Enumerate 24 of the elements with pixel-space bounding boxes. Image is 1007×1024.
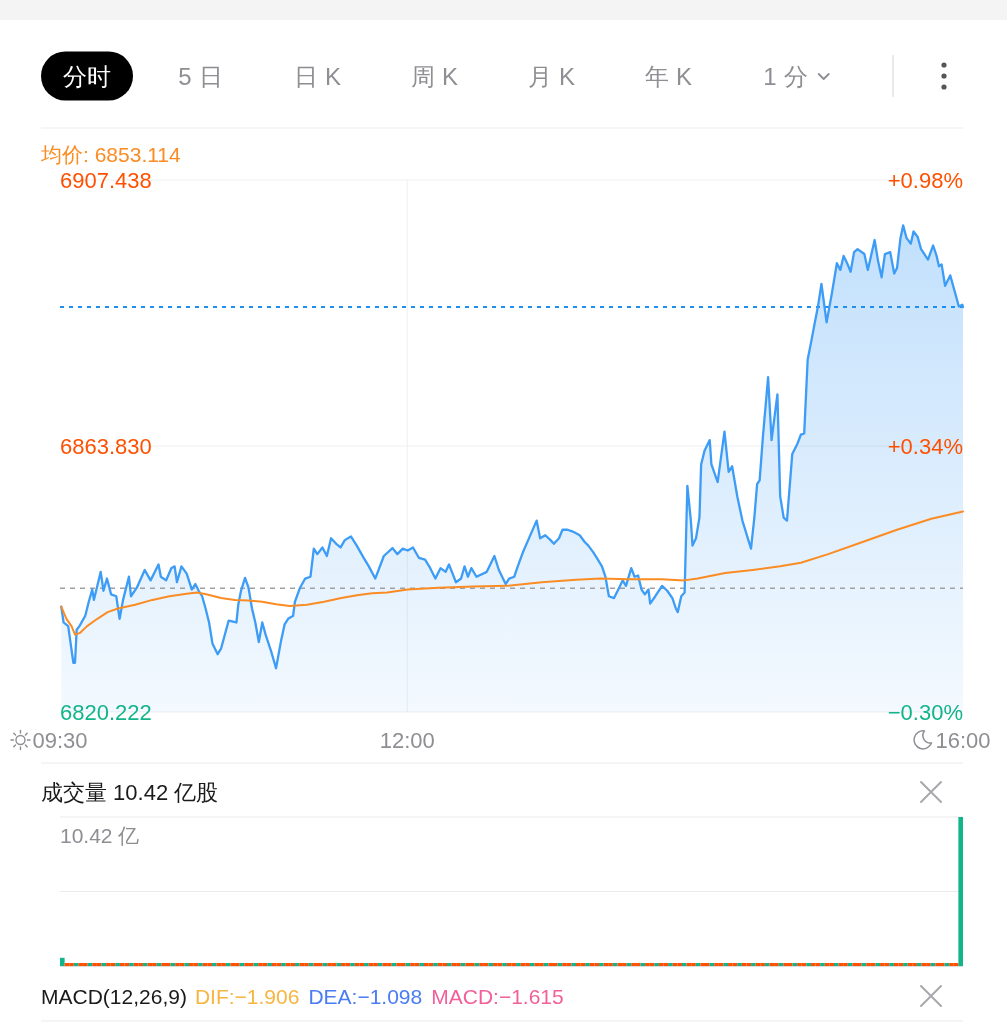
y2-tick-label: +0.98% (887, 167, 963, 193)
text: DIF:−1.906 (194, 984, 300, 1008)
x-tick-label: 12:00 (379, 727, 435, 753)
text: 年K (644, 62, 700, 90)
text: 分时 (63, 62, 111, 90)
annotation: 10.42 亿 (60, 823, 140, 847)
text: 1分 (763, 62, 815, 90)
y-tick-label: 6863.830 (60, 433, 152, 459)
text: MACD(12,26,9) (41, 984, 187, 1008)
text: 周K (410, 62, 466, 90)
text: 月K (527, 62, 583, 90)
x-tick-label: 09:30 (32, 727, 88, 753)
y-tick-label: 6907.438 (60, 167, 152, 193)
text: MACD:−1.615 (431, 984, 564, 1008)
text: 均价: 6853.114 (40, 142, 182, 166)
text: 日K (293, 62, 349, 90)
line-series (60, 510, 964, 636)
text: DEA:−1.098 (308, 984, 423, 1008)
y2-tick-label: −0.30% (887, 699, 963, 725)
x-tick-label: 16:00 (935, 727, 991, 753)
y2-tick-label: +0.34% (887, 433, 963, 459)
text: 5日 (178, 62, 230, 90)
chart-title: 成交量 10.42 亿股 (41, 779, 219, 805)
y-tick-label: 6820.222 (60, 699, 152, 725)
